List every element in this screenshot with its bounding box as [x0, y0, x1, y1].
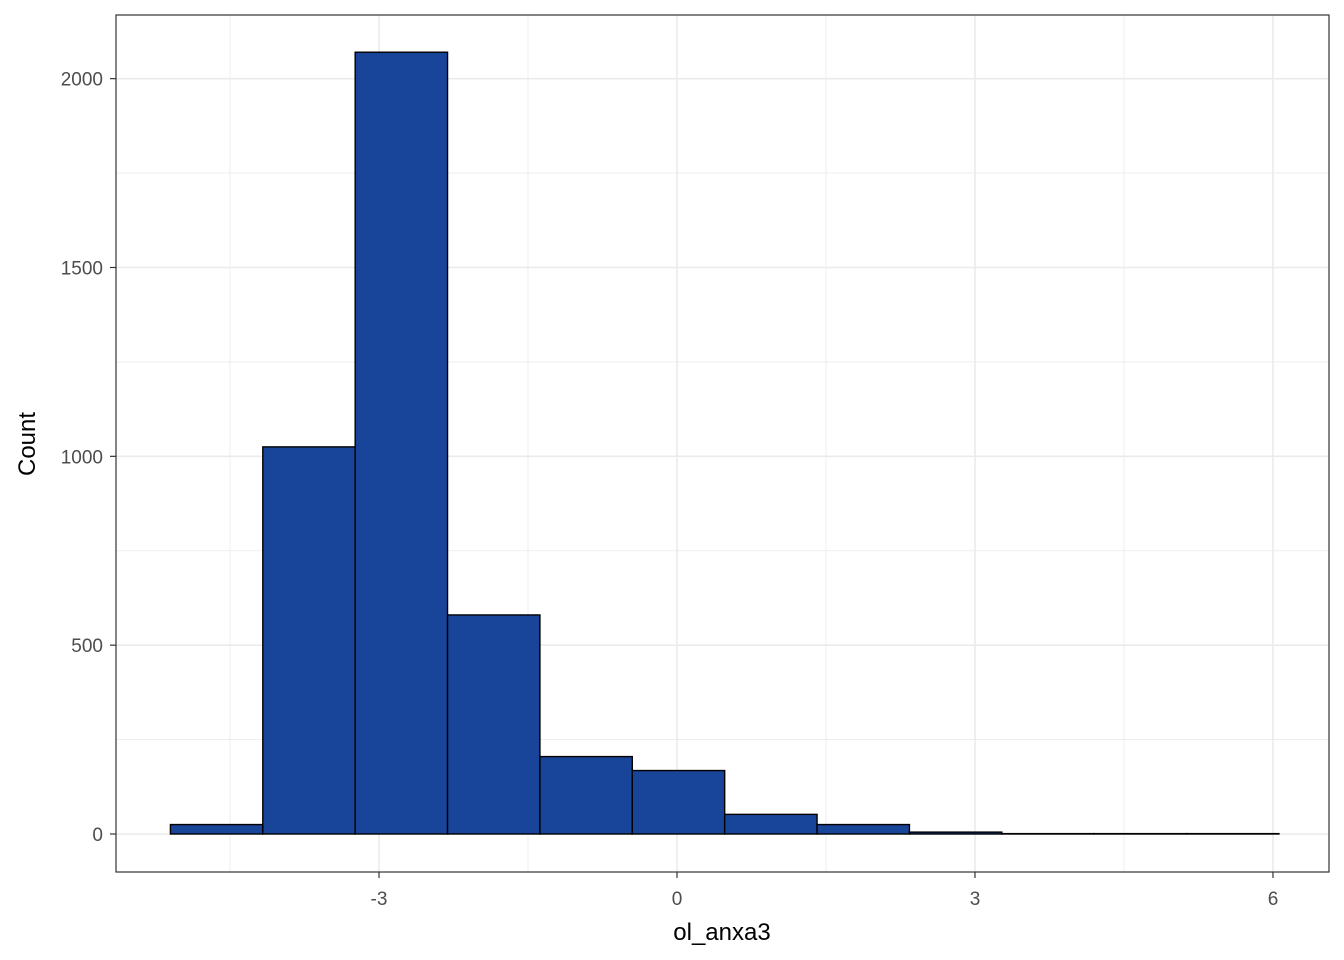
histogram-bar [539, 755, 634, 835]
panel-border [115, 14, 1330, 873]
histogram-bar [446, 614, 541, 835]
histogram-bar [354, 51, 449, 835]
y-tick-label: 1000 [61, 447, 103, 468]
x-tick-label: 3 [970, 889, 981, 910]
y-tick-label: 500 [71, 636, 103, 657]
x-axis-title: ol_anxa3 [673, 919, 770, 946]
histogram-bar [262, 446, 356, 835]
x-tick-label: 6 [1268, 889, 1279, 910]
histogram-bar [631, 769, 726, 835]
histogram-bar [169, 823, 264, 835]
histogram-bar [816, 823, 911, 835]
y-axis-ticks: 0 500 1000 1500 2000 [61, 70, 116, 846]
minor-gridlines [116, 15, 1329, 872]
x-axis-ticks: -3 0 3 6 [371, 872, 1279, 910]
histogram-bar [723, 813, 818, 835]
y-tick-label: 0 [92, 825, 103, 846]
y-tick-label: 2000 [61, 70, 103, 91]
x-tick-label: -3 [371, 889, 388, 910]
y-axis-title: Count [14, 412, 41, 476]
x-tick-label: 0 [672, 889, 683, 910]
histogram-bars [169, 51, 1280, 835]
y-tick-label: 1500 [61, 258, 103, 279]
histogram-bar [908, 831, 1003, 835]
